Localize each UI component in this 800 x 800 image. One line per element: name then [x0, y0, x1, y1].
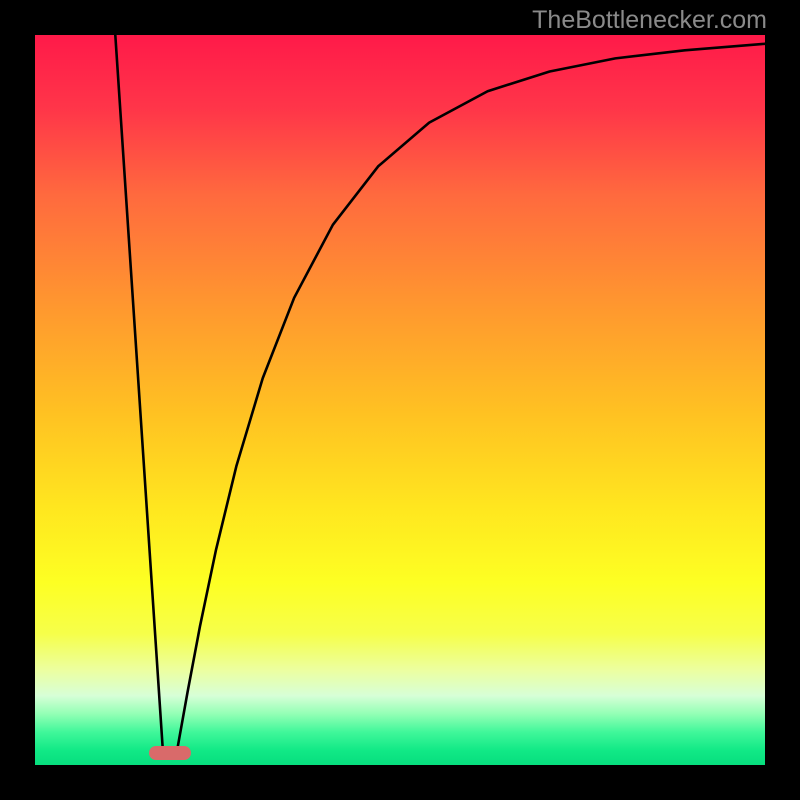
watermark-text: TheBottlenecker.com	[532, 6, 767, 35]
optimum-marker	[149, 746, 191, 760]
plot-area	[35, 35, 765, 765]
bottleneck-curves	[35, 35, 765, 765]
